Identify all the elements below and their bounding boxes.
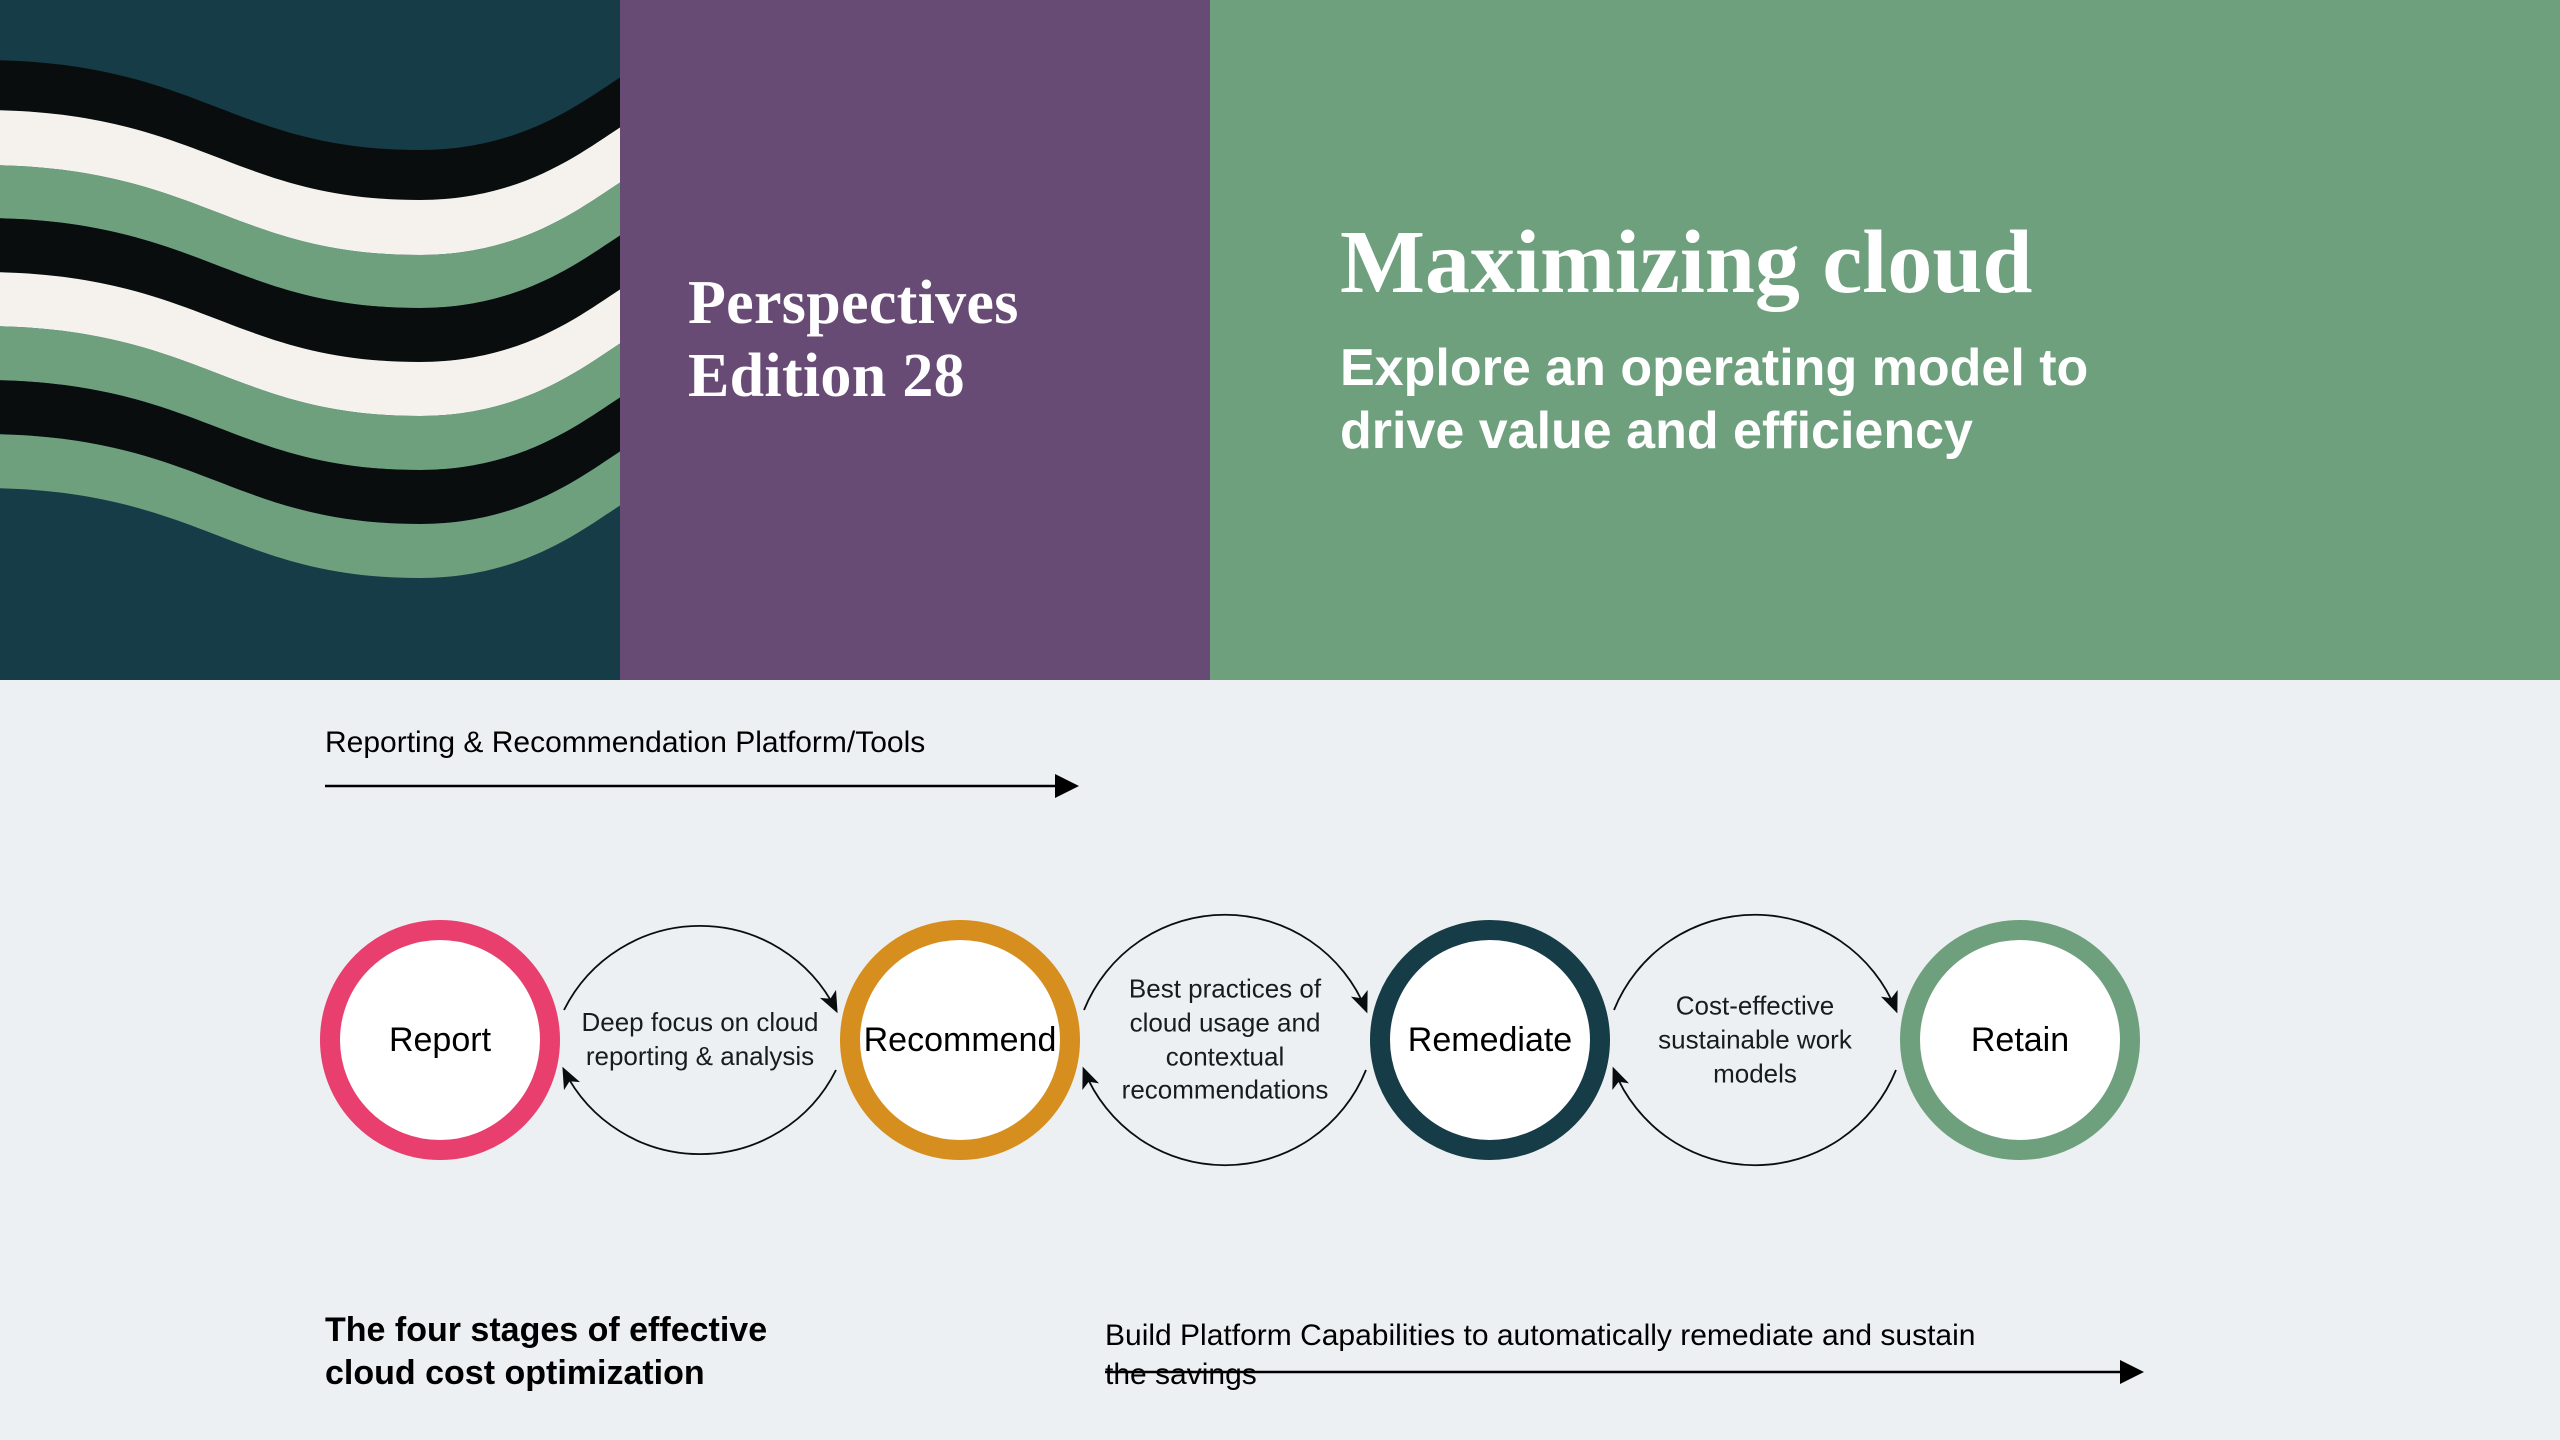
root: Perspectives Edition 28 Maximizing cloud… — [0, 0, 2560, 1440]
diagram-caption: The four stages of effective cloud cost … — [325, 1309, 845, 1394]
edition-line2: Edition 28 — [688, 342, 965, 410]
stage-label: Remediate — [1408, 1021, 1572, 1060]
banner-art-panel — [0, 0, 620, 680]
stage-label: Recommend — [864, 1021, 1057, 1060]
connector-arc-forward — [564, 926, 836, 1010]
banner: Perspectives Edition 28 Maximizing cloud… — [0, 0, 2560, 680]
stage-description: Best practices of cloud usage and contex… — [1095, 972, 1355, 1107]
edition-line1: Perspectives — [688, 269, 1019, 337]
edition-title: Perspectives Edition 28 — [688, 267, 1019, 413]
connector-arc-backward — [564, 1070, 836, 1154]
bottom-arrow-label: Build Platform Capabilities to automatic… — [1105, 1316, 2005, 1394]
stage-label: Report — [389, 1021, 491, 1060]
stage-circle-recommend: Recommend — [840, 920, 1080, 1160]
banner-edition-panel: Perspectives Edition 28 — [620, 0, 1210, 680]
top-arrow-label: Reporting & Recommendation Platform/Tool… — [325, 726, 925, 760]
hero-subtitle: Explore an operating model to drive valu… — [1340, 337, 2440, 464]
stage-description: Cost-effective sustainable work models — [1625, 989, 1885, 1090]
hero-sub-line2: drive value and efficiency — [1340, 402, 1973, 460]
hero-title: Maximizing cloud — [1340, 216, 2440, 311]
stage-description: Deep focus on cloud reporting & analysis — [575, 1006, 825, 1074]
banner-hero-panel: Maximizing cloud Explore an operating mo… — [1210, 0, 2560, 680]
stage-label: Retain — [1971, 1021, 2069, 1060]
stage-circle-report: Report — [320, 920, 560, 1160]
diagram-area: Reporting & Recommendation Platform/Tool… — [0, 680, 2560, 1440]
hero-sub-line1: Explore an operating model to — [1340, 339, 2088, 397]
stage-circle-retain: Retain — [1900, 920, 2140, 1160]
stage-circle-remediate: Remediate — [1370, 920, 1610, 1160]
wave-art-icon — [0, 0, 620, 680]
